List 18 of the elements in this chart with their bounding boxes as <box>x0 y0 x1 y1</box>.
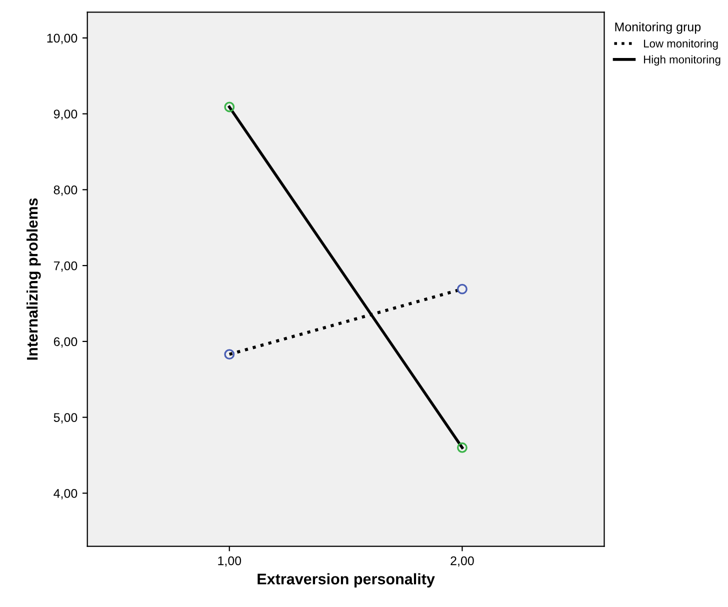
x-tick-label: 1,00 <box>218 556 242 567</box>
y-tick-label: 10,00 <box>47 34 78 44</box>
point <box>224 349 235 360</box>
y-tick-label: 4,00 <box>54 488 78 500</box>
legend-title: Monitoring grup <box>615 22 701 34</box>
y-tick-label: 9,00 <box>54 110 78 120</box>
y-tick-label: 8,00 <box>54 185 78 196</box>
y-axis-title: Internalizing problems <box>26 198 41 360</box>
legend-label: Low monitoring <box>644 39 718 50</box>
y-tick-label: 6,00 <box>54 337 78 348</box>
legend-label: High monitoring <box>644 55 720 66</box>
y-tick-label: 7,00 <box>54 261 78 272</box>
x-axis-title: Extraversion personality <box>258 573 435 588</box>
x-tick-label: 2,00 <box>450 556 474 567</box>
point <box>456 284 468 294</box>
point <box>224 102 235 112</box>
point <box>456 442 468 453</box>
y-tick-label: 5,00 <box>54 413 78 424</box>
